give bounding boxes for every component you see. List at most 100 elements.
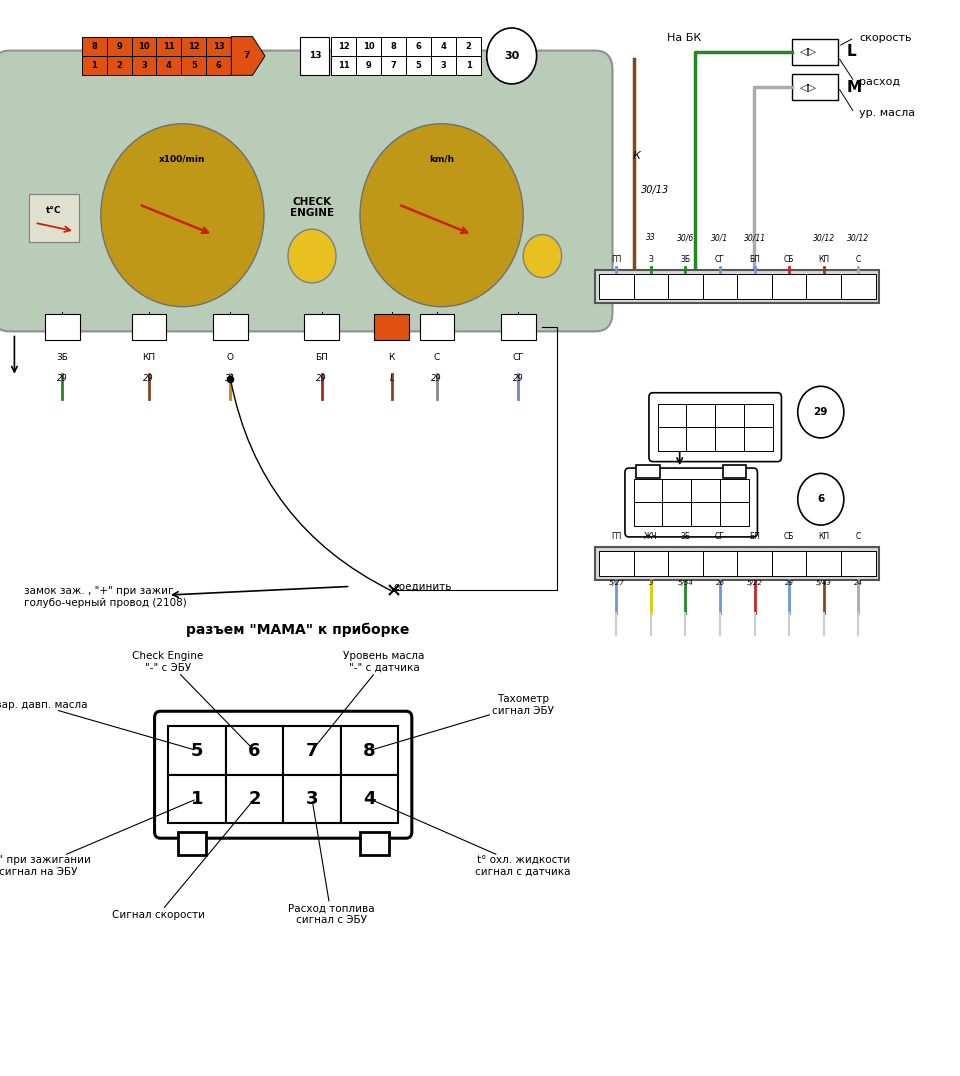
Text: km/h: km/h xyxy=(429,155,454,164)
FancyBboxPatch shape xyxy=(181,37,206,56)
Text: 6: 6 xyxy=(216,61,222,70)
Text: ЗБ: ЗБ xyxy=(681,255,690,264)
Text: 5: 5 xyxy=(717,282,723,292)
FancyBboxPatch shape xyxy=(772,551,806,576)
Text: ◁▷: ◁▷ xyxy=(800,46,817,57)
Text: 3: 3 xyxy=(648,282,654,292)
FancyBboxPatch shape xyxy=(636,465,660,478)
Text: 29: 29 xyxy=(143,374,155,383)
FancyBboxPatch shape xyxy=(723,465,746,478)
FancyBboxPatch shape xyxy=(658,404,686,427)
FancyBboxPatch shape xyxy=(132,37,156,56)
Text: 7: 7 xyxy=(305,741,319,760)
Text: 9: 9 xyxy=(116,42,122,51)
Text: 5/43: 5/43 xyxy=(816,580,831,586)
Text: 31: 31 xyxy=(225,374,236,383)
Text: M: M xyxy=(847,80,862,95)
FancyBboxPatch shape xyxy=(720,502,749,526)
FancyBboxPatch shape xyxy=(226,775,283,823)
Text: ЗБ: ЗБ xyxy=(681,533,690,541)
FancyBboxPatch shape xyxy=(686,404,715,427)
Text: 5: 5 xyxy=(416,61,421,70)
Text: 5: 5 xyxy=(669,411,675,420)
FancyBboxPatch shape xyxy=(841,274,876,299)
Text: 9: 9 xyxy=(228,323,233,331)
Text: 7: 7 xyxy=(244,52,250,60)
Text: Тахометр
сигнал ЭБУ: Тахометр сигнал ЭБУ xyxy=(372,694,554,750)
FancyBboxPatch shape xyxy=(595,547,879,580)
FancyBboxPatch shape xyxy=(331,37,356,56)
FancyBboxPatch shape xyxy=(456,37,481,56)
Text: 5: 5 xyxy=(717,558,723,568)
FancyBboxPatch shape xyxy=(283,775,341,823)
Text: 11: 11 xyxy=(163,42,175,51)
Text: 1: 1 xyxy=(516,323,521,331)
Circle shape xyxy=(288,229,336,283)
Text: 8: 8 xyxy=(756,411,761,420)
Text: 2: 2 xyxy=(855,558,861,568)
Text: 2: 2 xyxy=(855,282,861,292)
FancyBboxPatch shape xyxy=(283,726,341,775)
Text: Сигнал скорости: Сигнал скорости xyxy=(112,801,252,920)
Text: 6: 6 xyxy=(817,494,825,505)
FancyBboxPatch shape xyxy=(806,551,841,576)
Text: 4: 4 xyxy=(683,282,688,292)
Text: СГ: СГ xyxy=(513,353,524,362)
FancyBboxPatch shape xyxy=(356,56,381,75)
Circle shape xyxy=(798,473,844,525)
Text: 12: 12 xyxy=(142,323,156,331)
Text: КП: КП xyxy=(142,353,156,362)
Text: С: С xyxy=(855,255,861,264)
Text: ЖЧ: ЖЧ xyxy=(644,533,658,541)
Text: С: С xyxy=(434,353,440,362)
Text: 7: 7 xyxy=(786,558,792,568)
Text: t° охл. жидкости
сигнал с датчика: t° охл. жидкости сигнал с датчика xyxy=(372,801,571,877)
Text: 26: 26 xyxy=(715,580,725,586)
FancyBboxPatch shape xyxy=(668,274,703,299)
Text: 4: 4 xyxy=(166,61,172,70)
FancyBboxPatch shape xyxy=(374,314,409,340)
FancyBboxPatch shape xyxy=(686,427,715,451)
FancyBboxPatch shape xyxy=(744,427,773,451)
FancyBboxPatch shape xyxy=(168,726,226,775)
FancyBboxPatch shape xyxy=(599,274,634,299)
Text: 4: 4 xyxy=(363,790,376,808)
Text: К: К xyxy=(389,353,395,362)
Text: 30/11: 30/11 xyxy=(743,233,766,242)
Text: 6: 6 xyxy=(752,282,757,292)
FancyBboxPatch shape xyxy=(691,479,720,502)
Text: 3: 3 xyxy=(305,790,319,808)
Text: 3: 3 xyxy=(441,61,446,70)
Text: СБ: СБ xyxy=(784,255,794,264)
FancyBboxPatch shape xyxy=(841,551,876,576)
FancyBboxPatch shape xyxy=(501,314,536,340)
FancyBboxPatch shape xyxy=(691,502,720,526)
FancyBboxPatch shape xyxy=(634,551,668,576)
FancyBboxPatch shape xyxy=(132,314,166,340)
Text: 1: 1 xyxy=(613,558,619,568)
FancyBboxPatch shape xyxy=(772,274,806,299)
FancyBboxPatch shape xyxy=(715,427,744,451)
Text: БП: БП xyxy=(315,353,328,362)
Text: 7: 7 xyxy=(727,411,732,420)
Text: 30/12: 30/12 xyxy=(812,233,835,242)
Text: расход: расход xyxy=(859,76,900,87)
Text: 13: 13 xyxy=(385,323,398,331)
Text: К: К xyxy=(633,151,640,161)
FancyBboxPatch shape xyxy=(634,274,668,299)
FancyBboxPatch shape xyxy=(178,832,206,855)
Text: КП: КП xyxy=(818,255,829,264)
FancyBboxPatch shape xyxy=(662,502,691,526)
FancyBboxPatch shape xyxy=(715,404,744,427)
FancyBboxPatch shape xyxy=(658,427,686,451)
Text: 28: 28 xyxy=(784,580,794,586)
Text: t°C: t°C xyxy=(46,207,61,215)
Text: 2: 2 xyxy=(466,42,471,51)
FancyBboxPatch shape xyxy=(406,56,431,75)
Text: замок заж. , "+" при зажиг.
голубо-черный провод (2108): замок заж. , "+" при зажиг. голубо-черны… xyxy=(24,586,187,608)
FancyBboxPatch shape xyxy=(792,74,838,100)
FancyBboxPatch shape xyxy=(206,37,231,56)
Circle shape xyxy=(101,124,264,307)
Text: 12: 12 xyxy=(188,42,200,51)
Text: 11: 11 xyxy=(338,61,349,70)
